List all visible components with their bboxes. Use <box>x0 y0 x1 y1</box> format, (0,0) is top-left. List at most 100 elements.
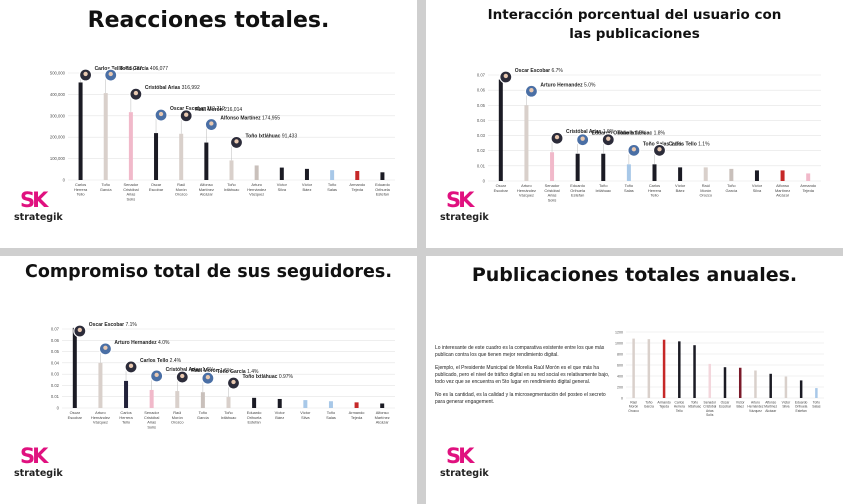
x-tick-label: Escobar <box>68 415 83 420</box>
bar <box>693 345 696 398</box>
y-tick-label: 400 <box>617 375 623 379</box>
chart-compromiso: 0 0.01 0.02 0.03 0.04 0.05 0.06 0.07 OscarEscoba… <box>51 322 395 430</box>
x-tick-label: Toño <box>328 182 336 187</box>
data-label: Toño Ixtláhuac 1.8% <box>617 131 665 137</box>
y-tick-label: 0.02 <box>477 148 486 153</box>
data-label: Arturo Hernandez 5.0% <box>540 82 596 88</box>
x-tick-label: Toño <box>727 183 735 188</box>
avatar-face <box>631 147 637 152</box>
data-label: Arturo Hernandez 4.0% <box>114 340 170 346</box>
x-tick-label: Víctor <box>675 183 686 188</box>
x-tick-label: Salas <box>326 415 336 420</box>
paragraph: Ejemplo, el Presidente Municipal de More… <box>435 365 610 385</box>
bar <box>380 172 385 180</box>
bar <box>769 373 772 398</box>
x-tick-label: Alcázar <box>200 192 214 197</box>
x-tick-label: Orihuela <box>570 188 586 193</box>
x-tick-label: Tello <box>122 420 130 425</box>
x-tick-label: Orozco <box>171 420 184 425</box>
avatar-face <box>231 379 236 385</box>
bar <box>154 133 159 180</box>
x-tick-label: Víctor <box>736 400 746 404</box>
x-tick-label: Alcázar <box>776 193 790 198</box>
x-tick-label: Herrera <box>674 405 685 409</box>
x-tick-label: Orozco <box>699 193 712 198</box>
slide-title: Reacciones totales. <box>87 8 330 33</box>
bar <box>524 105 529 181</box>
x-tick-label: Hernández <box>517 188 536 193</box>
data-label: Oscar Escobar 7.1% <box>89 322 138 328</box>
x-tick-label: Toño <box>599 183 607 188</box>
x-tick-label: Senador <box>704 400 717 404</box>
data-label: Toño García 1.4% <box>217 369 259 375</box>
x-tick-label: Estefan <box>796 409 807 413</box>
x-tick-label: Carlos <box>120 410 131 415</box>
bar <box>229 160 234 180</box>
x-tick-label: Hernández <box>247 187 266 192</box>
data-label: Raúl Morón 1.5% <box>191 368 232 374</box>
x-tick-label: García <box>644 405 654 409</box>
x-tick-label: Hernández <box>91 415 110 420</box>
x-tick-label: Víctor <box>752 183 763 188</box>
x-tick-label: Arturo <box>95 410 106 415</box>
bar <box>738 367 742 398</box>
x-tick-label: Toño <box>645 400 652 404</box>
y-tick-label: 0.04 <box>51 360 60 365</box>
data-label: Cristóbal Arias 316,992 <box>145 85 200 91</box>
x-tick-label: Carlos <box>675 400 685 404</box>
avatar-face <box>108 71 113 77</box>
x-tick-label: Raúl <box>630 400 637 404</box>
avatar-face <box>77 327 82 333</box>
x-tick-label: Tello <box>676 409 683 413</box>
bar <box>355 171 360 180</box>
data-label: Carlos Tello 1.1% <box>669 141 711 147</box>
x-tick-label: Solís <box>127 197 136 202</box>
avatar-face <box>128 363 134 368</box>
bar <box>124 380 129 408</box>
x-tick-label: Armando <box>800 183 816 188</box>
data-label: Toño Ixtláhuac 91,433 <box>246 133 298 139</box>
data-label: Toño Ixtláhuac 0.97% <box>243 374 294 380</box>
x-tick-label: Morón <box>700 188 711 193</box>
x-tick-label: Orozco <box>628 409 639 413</box>
avatar-face <box>657 147 662 152</box>
bar <box>354 402 359 408</box>
x-tick-label: Salas <box>327 187 337 192</box>
bar <box>754 170 759 181</box>
bar <box>662 339 666 398</box>
x-tick-label: Vázquez <box>93 420 108 425</box>
x-tick-label: Víctor <box>275 410 286 415</box>
x-tick-label: Ixtláhuac <box>221 415 237 420</box>
x-tick-label: Arturo <box>521 183 532 188</box>
x-tick-label: Alfonso <box>765 400 776 404</box>
x-tick-label: Carlos <box>649 183 660 188</box>
avatar-face <box>83 71 88 77</box>
bar <box>149 389 154 408</box>
brand-logo: SK strategik <box>14 444 74 484</box>
bar <box>498 79 503 181</box>
x-tick-label: Báez <box>736 405 744 409</box>
bar <box>380 403 385 408</box>
x-tick-label: Alcázar <box>765 409 777 413</box>
x-tick-label: Orihuela <box>247 415 263 420</box>
paragraph: No es la cantidad, es la calidad y la mi… <box>435 392 606 405</box>
y-tick-label: 0.05 <box>477 103 486 108</box>
x-tick-label: Báez <box>303 187 312 192</box>
avatar-face <box>180 373 185 379</box>
x-tick-label: Silva <box>753 188 762 193</box>
avatar-face <box>154 372 159 378</box>
x-tick-label: Báez <box>676 188 685 193</box>
x-tick-label: Cristóbal <box>544 188 559 193</box>
x-tick-label: Silva <box>301 415 310 420</box>
x-tick-label: Martínez <box>775 188 790 193</box>
x-tick-label: Báez <box>275 415 284 420</box>
bar <box>632 338 635 398</box>
brand-logo: SK strategik <box>14 188 74 228</box>
bar <box>304 168 309 180</box>
x-tick-label: Alfonso <box>376 410 389 415</box>
data-label: Cristóbal Arias 1.9% <box>566 129 615 135</box>
bar <box>626 164 631 181</box>
bar <box>254 165 259 180</box>
x-tick-label: Ixtláhuac <box>688 405 702 409</box>
